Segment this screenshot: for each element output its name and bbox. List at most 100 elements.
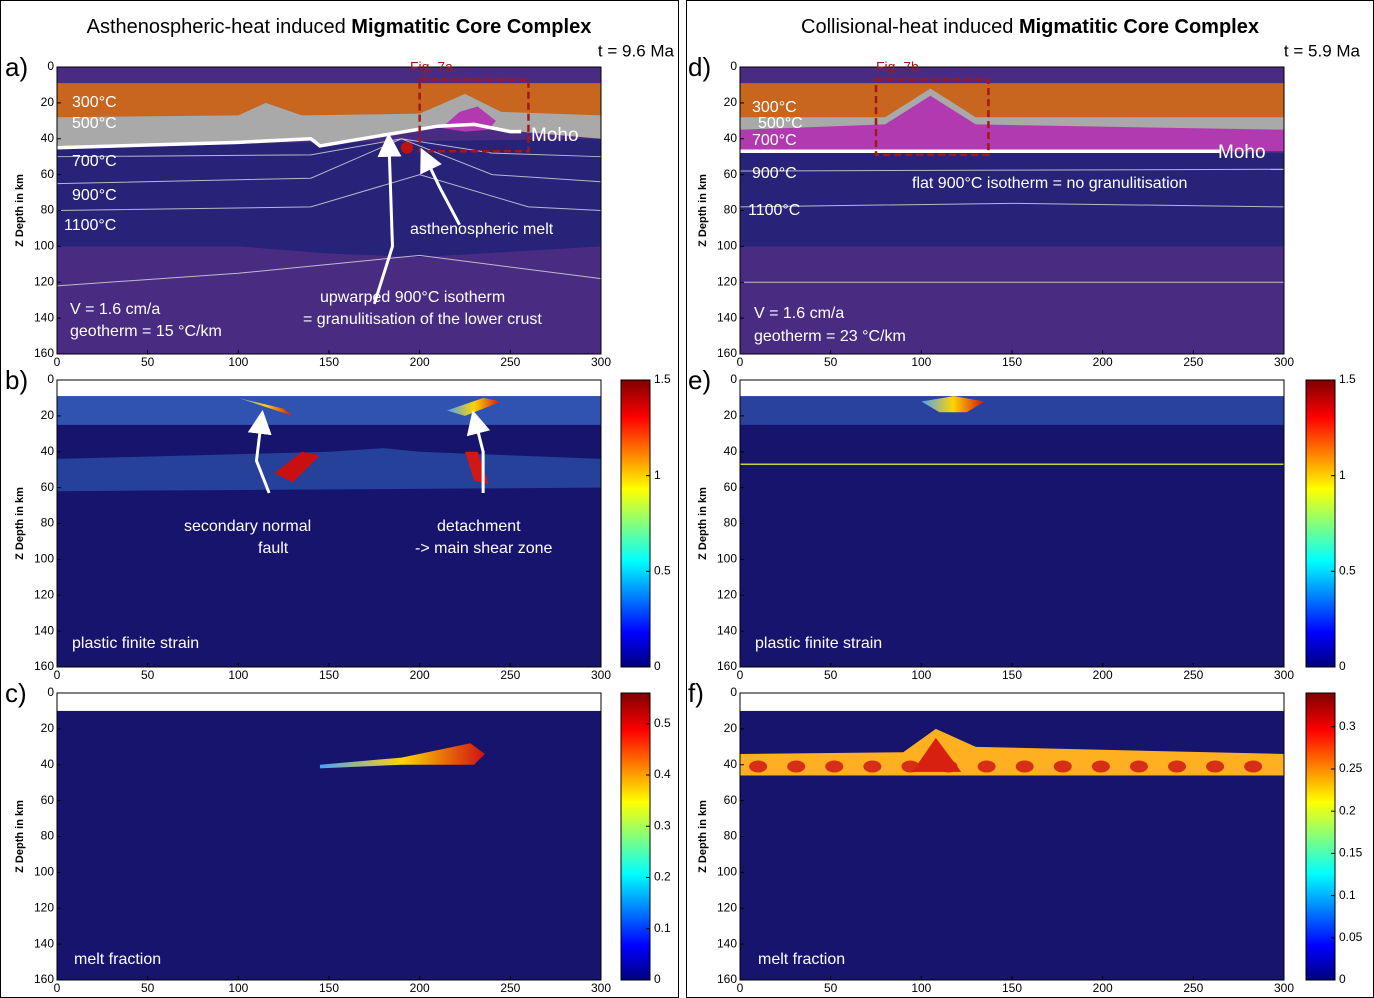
melt-blob xyxy=(1054,761,1072,773)
colorbar-tick-label: 0.5 xyxy=(654,564,671,578)
y-tick-label: 100 xyxy=(717,865,737,879)
y-tick-label: 60 xyxy=(41,167,55,181)
y-tick-label: 60 xyxy=(724,480,738,494)
sky xyxy=(740,693,1284,711)
y-tick-label: 80 xyxy=(41,516,55,530)
y-axis-label: Z Depth in km xyxy=(697,487,709,560)
y-tick-label: 160 xyxy=(717,659,737,673)
x-tick-label: 250 xyxy=(500,668,520,682)
y-axis-label: Z Depth in km xyxy=(14,174,26,247)
y-tick-label: 40 xyxy=(724,131,738,145)
y-tick-label: 80 xyxy=(724,516,738,530)
y-tick-label: 60 xyxy=(41,793,55,807)
x-tick-label: 50 xyxy=(141,355,155,369)
y-tick-label: 80 xyxy=(41,829,55,843)
x-tick-label: 200 xyxy=(410,981,430,995)
y-tick-label: 160 xyxy=(717,972,737,986)
x-tick-label: 200 xyxy=(1093,668,1113,682)
melt-blob xyxy=(1244,761,1262,773)
x-tick-label: 0 xyxy=(54,355,61,369)
x-tick-label: 0 xyxy=(737,981,744,995)
melt-blob xyxy=(1092,761,1110,773)
colorbar xyxy=(1306,380,1335,667)
y-tick-label: 120 xyxy=(717,587,737,601)
x-tick-label: 200 xyxy=(1093,355,1113,369)
y-tick-label: 20 xyxy=(724,408,738,422)
annotation: upwarped 900°C isotherm xyxy=(320,289,505,306)
x-tick-label: 300 xyxy=(591,981,611,995)
y-axis-label: Z Depth in km xyxy=(14,800,26,873)
colorbar-tick-label: 0 xyxy=(654,659,661,673)
title-bold: Migmatitic Core Complex xyxy=(351,16,591,38)
sky xyxy=(57,693,601,711)
x-tick-label: 200 xyxy=(410,668,430,682)
title-plain: Asthenospheric-heat induced xyxy=(87,16,352,38)
x-tick-label: 100 xyxy=(911,981,931,995)
annotation: fault xyxy=(258,540,289,557)
x-tick-label: 50 xyxy=(141,668,155,682)
title-bold: Migmatitic Core Complex xyxy=(1019,16,1259,38)
x-tick-label: 100 xyxy=(228,668,248,682)
y-axis-label: Z Depth in km xyxy=(14,487,26,560)
annotation: V = 1.6 cm/a xyxy=(754,305,844,322)
x-tick-label: 0 xyxy=(737,668,744,682)
x-tick-label: 150 xyxy=(319,981,339,995)
strain-band xyxy=(740,396,1284,425)
x-tick-label: 100 xyxy=(228,355,248,369)
y-tick-label: 0 xyxy=(47,685,54,699)
figure: Asthenospheric-heat induced Migmatitic C… xyxy=(0,0,1374,998)
colorbar-tick-label: 0 xyxy=(1339,972,1346,986)
colorbar-tick-label: 0.2 xyxy=(1339,803,1356,817)
panel-label: b) xyxy=(5,365,28,395)
time-label: t = 9.6 Ma xyxy=(598,41,675,60)
y-tick-label: 100 xyxy=(34,552,54,566)
sky xyxy=(740,380,1284,396)
panel-label: a) xyxy=(5,52,28,82)
y-tick-label: 120 xyxy=(34,587,54,601)
colorbar-tick-label: 0 xyxy=(654,972,661,986)
x-tick-label: 150 xyxy=(1002,981,1022,995)
panel-label: c) xyxy=(5,678,27,708)
y-tick-label: 140 xyxy=(34,936,54,950)
colorbar-tick-label: 0.2 xyxy=(654,870,671,884)
title-plain: Collisional-heat induced xyxy=(801,16,1019,38)
panel-image xyxy=(740,380,1284,667)
annotation: flat 900°C isotherm = no granulitisation xyxy=(912,175,1187,192)
x-tick-label: 100 xyxy=(911,668,931,682)
y-tick-label: 0 xyxy=(47,372,54,386)
melt-blob xyxy=(1130,761,1148,773)
x-tick-label: 300 xyxy=(1274,355,1294,369)
x-tick-label: 50 xyxy=(824,981,838,995)
y-tick-label: 80 xyxy=(724,829,738,843)
colorbar xyxy=(1306,693,1335,980)
annotation: 500°C xyxy=(758,115,803,132)
x-tick-label: 0 xyxy=(737,355,744,369)
x-tick-label: 250 xyxy=(500,355,520,369)
panel-label: e) xyxy=(688,365,711,395)
melt-blob xyxy=(825,761,843,773)
x-tick-label: 50 xyxy=(141,981,155,995)
annotation: Fig. 7a xyxy=(410,59,453,75)
y-tick-label: 120 xyxy=(717,274,737,288)
y-tick-label: 120 xyxy=(717,900,737,914)
x-tick-label: 150 xyxy=(1002,668,1022,682)
column-title: Asthenospheric-heat induced Migmatitic C… xyxy=(87,16,592,38)
melt-blob xyxy=(1168,761,1186,773)
y-tick-label: 40 xyxy=(41,131,55,145)
colorbar-tick-label: 0.1 xyxy=(1339,888,1356,902)
y-tick-label: 140 xyxy=(34,623,54,637)
colorbar-tick-label: 0.25 xyxy=(1339,761,1363,775)
y-tick-label: 140 xyxy=(717,310,737,324)
column-title: Collisional-heat induced Migmatitic Core… xyxy=(801,16,1259,38)
colorbar-tick-label: 0.1 xyxy=(654,921,671,935)
colorbar-tick-label: 1.5 xyxy=(1339,372,1356,386)
colorbar-tick-label: 0.3 xyxy=(1339,719,1356,733)
y-axis-label: Z Depth in km xyxy=(697,800,709,873)
melt-blob xyxy=(1206,761,1224,773)
x-tick-label: 100 xyxy=(911,355,931,369)
annotation: Moho xyxy=(531,125,579,146)
panel-label: d) xyxy=(688,52,711,82)
y-tick-label: 160 xyxy=(34,659,54,673)
annotation: plastic finite strain xyxy=(755,635,882,652)
colorbar-tick-label: 0.15 xyxy=(1339,846,1363,860)
